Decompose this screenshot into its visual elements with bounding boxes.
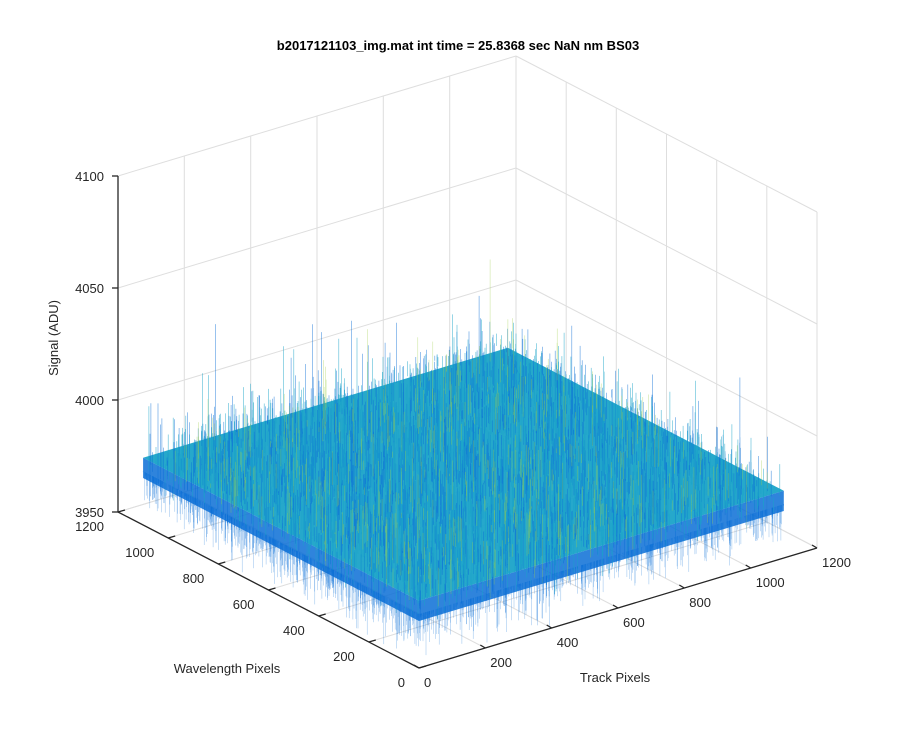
x-tick-label: 600 (623, 615, 645, 630)
z-tick-label: 4000 (75, 393, 104, 408)
y-tick-label: 400 (283, 623, 305, 638)
tick-labels: 0 200 400 600 800 1000 1200 0 200 400 600 800 1000 12… (75, 169, 851, 690)
surface-edge-spikes (142, 471, 784, 656)
surface-noise-mid (148, 314, 781, 620)
y-tick-label: 200 (333, 649, 355, 664)
signal-surface (142, 259, 784, 656)
y-tick-label: 0 (398, 675, 405, 690)
y-tick-label: 1000 (125, 545, 154, 560)
x-tick-mark (745, 564, 752, 569)
y-tick-mark (218, 561, 226, 565)
x-tick-label: 1200 (822, 555, 851, 570)
x-tick-label: 1000 (756, 575, 785, 590)
y-tick-mark (268, 587, 276, 591)
grid-line-y-floor (368, 521, 767, 643)
surface-left-edge (143, 457, 419, 621)
x-tick-mark (479, 644, 486, 649)
z-tick-label: 4050 (75, 281, 104, 296)
x-tick-mark (811, 544, 818, 549)
grid-line-z-back-left (117, 167, 517, 289)
z-tick-label: 3950 (75, 505, 104, 520)
x-tick-mark (413, 664, 420, 669)
y-tick-mark (318, 613, 326, 617)
y-tick-mark (418, 665, 427, 669)
x-tick-label: 400 (557, 635, 579, 650)
grid-line-z-back-left (117, 279, 517, 401)
x-tick-label: 200 (490, 655, 512, 670)
grid-line-z-back-right (515, 55, 818, 213)
x-tick-label: 800 (689, 595, 711, 610)
x-tick-mark (612, 604, 619, 609)
y-tick-mark (368, 639, 376, 643)
z-axis-label: Signal (ADU) (46, 300, 61, 376)
y-tick-label: 800 (183, 571, 205, 586)
surface-front-edge (419, 490, 784, 621)
y-tick-label: 1200 (75, 519, 104, 534)
y-tick-label: 600 (233, 597, 255, 612)
x-tick-mark (546, 624, 553, 629)
x-axis-label: Track Pixels (580, 670, 651, 685)
z-tick-label: 4100 (75, 169, 104, 184)
x-tick-label: 0 (424, 675, 431, 690)
chart-title: b2017121103_img.mat int time = 25.8368 s… (277, 38, 639, 53)
grid-line-z-back-right (515, 279, 818, 437)
surface-noise-high (174, 259, 768, 607)
x-tick-mark (678, 584, 685, 589)
y-tick-mark (168, 535, 176, 539)
y-axis-label: Wavelength Pixels (174, 661, 281, 676)
y-tick-mark (117, 509, 126, 513)
grid-line-z-back-right (515, 167, 818, 325)
grid-line-z-back-left (117, 55, 517, 177)
